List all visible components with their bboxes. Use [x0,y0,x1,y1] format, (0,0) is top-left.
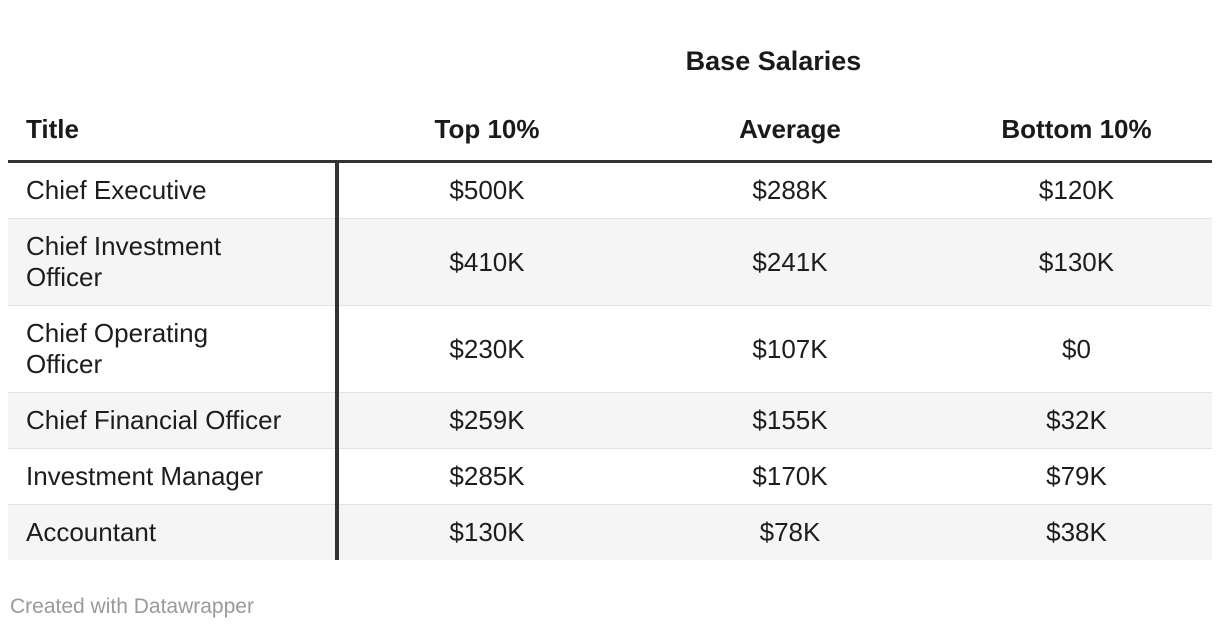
chart-footer: Created with Datawrapper [10,594,1212,620]
cell-top10: $259K [449,405,525,435]
table-row: Chief Investment Officer $410K $241K $13… [8,218,1212,305]
column-header-title: Title [26,114,79,144]
cell-title: Investment Manager [26,461,264,491]
cell-average: $241K [752,246,828,277]
cell-title: Accountant [26,517,157,547]
cell-bottom10: $120K [1038,175,1115,205]
table-row: Chief Operating Officer $230K $107K $0 [8,305,1212,392]
table-row: Chief Executive $500K $288K $120K [8,163,1212,218]
column-header-top10: Top 10% [434,114,540,144]
column-header-bottom10: Bottom 10% [1001,114,1152,144]
cell-average: $107K [752,333,828,364]
chart-title: Base Salaries [685,46,862,76]
cell-top10: $130K [449,517,525,547]
table-row: Chief Financial Officer $259K $155K $32K [8,392,1212,448]
datawrapper-attribution-link[interactable]: Created with Datawrapper [10,595,254,618]
cell-average: $170K [752,461,828,491]
cell-average: $155K [752,405,828,435]
salary-table: Title Top 10% Average Bottom 10% Chief E… [8,78,1212,560]
cell-bottom10: $32K [1046,405,1107,435]
cell-average: $78K [759,517,821,547]
table-header-row: Title Top 10% Average Bottom 10% [8,78,1212,163]
cell-top10: $500K [449,175,525,205]
cell-bottom10: $0 [1062,333,1091,364]
cell-title: Chief Investment Officer [26,231,222,292]
cell-bottom10: $38K [1046,517,1107,547]
cell-bottom10: $79K [1046,461,1107,491]
column-header-average: Average [739,114,841,144]
column-divider [335,163,339,560]
cell-average: $288K [752,175,828,205]
cell-top10: $285K [449,461,525,491]
cell-top10: $410K [449,246,525,277]
cell-title: Chief Operating Officer [26,318,209,379]
cell-top10: $230K [449,333,525,364]
cell-title: Chief Financial Officer [26,405,282,435]
table-body: Chief Executive $500K $288K $120K Chief … [8,163,1212,560]
table-row: Accountant $130K $78K $38K [8,504,1212,560]
table-row: Investment Manager $285K $170K $79K [8,448,1212,504]
cell-title: Chief Executive [26,175,207,205]
cell-bottom10: $130K [1038,246,1115,277]
